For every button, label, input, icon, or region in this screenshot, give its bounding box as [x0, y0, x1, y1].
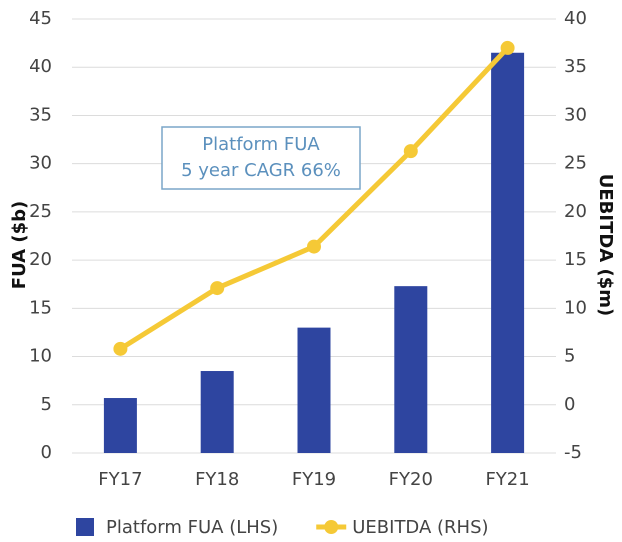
bar: [297, 327, 331, 453]
line-point: [403, 144, 418, 159]
line-point: [307, 239, 321, 254]
y2-tick-label: 30: [564, 104, 587, 125]
y-tick-label: 20: [29, 249, 52, 270]
y-tick-label: 15: [29, 297, 52, 318]
y2-tick-label: -5: [564, 442, 582, 463]
x-tick-label: FY17: [98, 469, 142, 490]
y2-tick-label: 0: [564, 394, 575, 415]
y-axis-label: FUA ($b): [9, 201, 30, 289]
y-tick-label: 45: [29, 8, 52, 29]
y-tick-label: 40: [29, 56, 52, 77]
y-tick-label: 35: [29, 104, 52, 125]
legend-swatch: [324, 520, 339, 534]
annotation: Platform FUA: [202, 134, 320, 155]
y-tick-label: 30: [29, 153, 52, 174]
annotation: 5 year CAGR 66%: [181, 160, 341, 181]
y2-tick-label: 15: [564, 249, 587, 270]
line-point: [113, 341, 128, 356]
y2-tick-label: 35: [564, 56, 587, 77]
legend-label: Platform FUA (LHS): [106, 517, 278, 538]
x-tick-label: FY21: [485, 469, 529, 490]
legend-swatch: [76, 518, 94, 536]
bar: [103, 398, 137, 453]
y-tick-label: 25: [29, 201, 52, 222]
x-tick-label: FY20: [389, 469, 433, 490]
y-tick-label: 0: [41, 442, 52, 463]
legend-label: UEBITDA (RHS): [352, 517, 488, 538]
y2-tick-label: 40: [564, 8, 587, 29]
bar: [394, 286, 428, 453]
bar: [491, 52, 525, 453]
y2-tick-label: 25: [564, 153, 587, 174]
y2-axis-label: UEBITDA ($m): [595, 174, 616, 316]
y-tick-label: 5: [41, 394, 52, 415]
line-point: [210, 281, 225, 296]
annotation-box: [161, 126, 361, 190]
y2-tick-label: 5: [564, 346, 575, 367]
x-tick-label: FY18: [195, 469, 239, 490]
bar: [200, 371, 234, 453]
line: [119, 46, 510, 351]
line-point: [500, 40, 515, 55]
y2-tick-label: 20: [564, 201, 587, 222]
y-tick-label: 10: [29, 346, 52, 367]
x-tick-label: FY19: [292, 469, 336, 490]
y2-tick-label: 10: [564, 297, 587, 318]
